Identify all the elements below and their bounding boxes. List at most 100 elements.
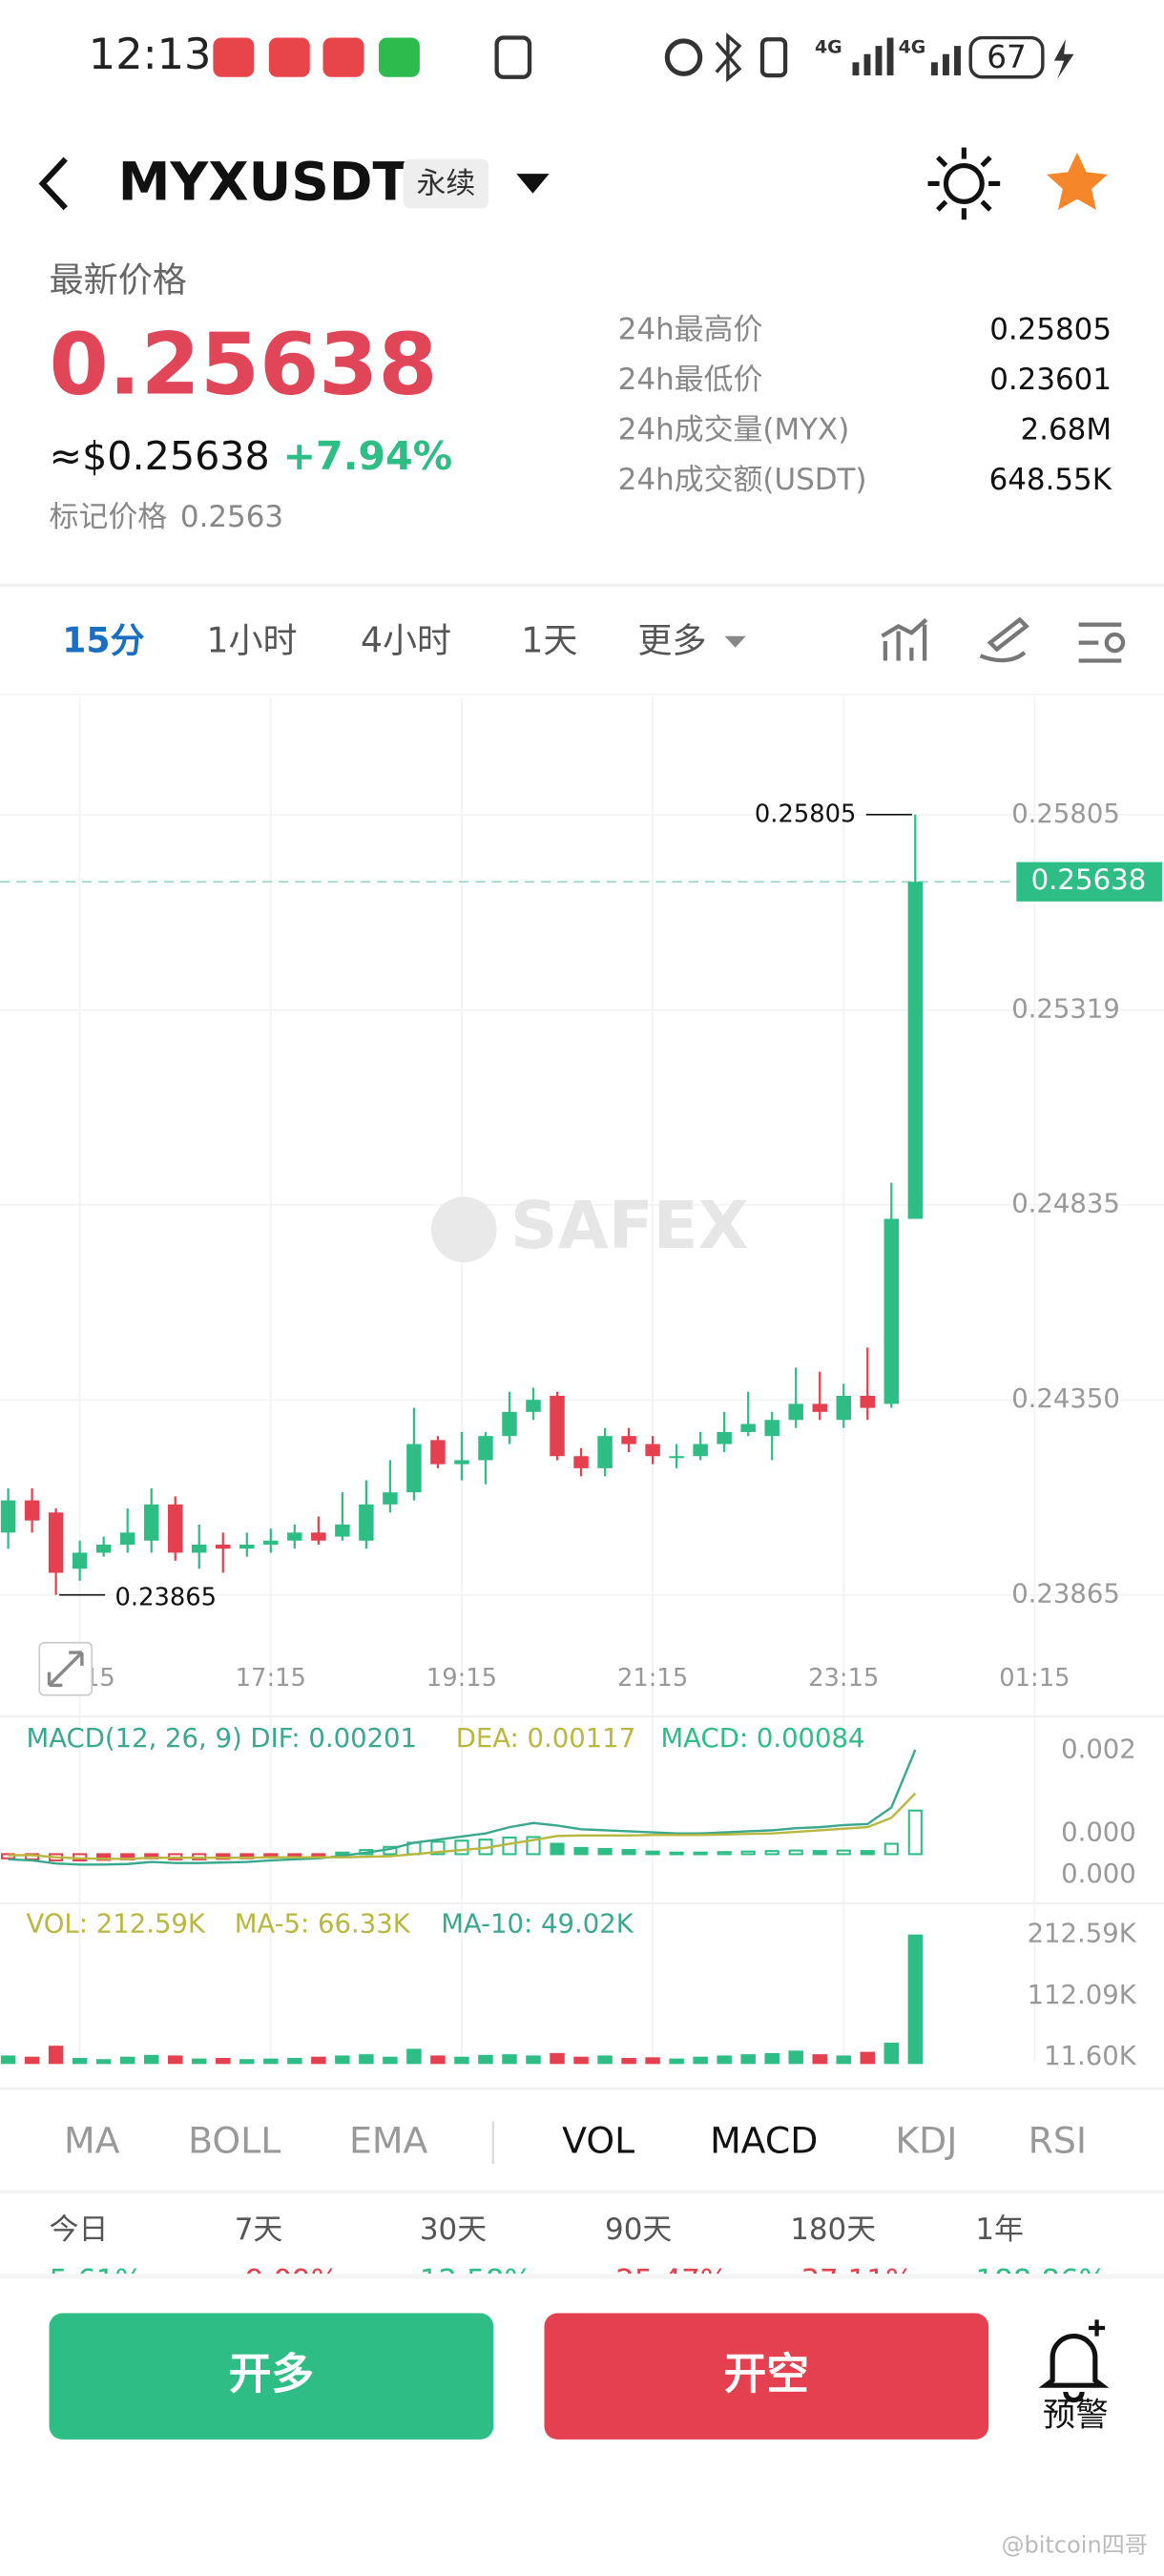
battery-level: 67 — [987, 39, 1027, 75]
stat-label: 24h最低价 — [618, 363, 763, 397]
volume-bar — [216, 2057, 231, 2065]
mark-value: 0.2563 — [180, 499, 283, 533]
volume-bar — [502, 2054, 517, 2065]
period-label: 30天 — [420, 2212, 487, 2247]
candle-body — [119, 1532, 135, 1545]
candle-body — [907, 882, 924, 1219]
indicator-tab[interactable]: MACD — [710, 2119, 818, 2161]
candle-body — [167, 1504, 183, 1553]
y-tick-label: 0.24835 — [1011, 1189, 1120, 1219]
favorite-star[interactable] — [1046, 152, 1108, 210]
expand-icon — [47, 1651, 84, 1688]
performance: 今日 5.61% 7天 -9.09% 30天 12.58% 90天 -25.47% 180天 -3… — [50, 2212, 1107, 2297]
interval-tab[interactable]: 4小时 — [361, 621, 451, 661]
macd-bar — [788, 1849, 803, 1856]
period-value: 188.86% — [975, 2263, 1107, 2297]
net-label: 4G — [815, 36, 842, 57]
macd-bar — [740, 1850, 756, 1856]
divider — [0, 583, 1164, 588]
volume-bar — [812, 2054, 827, 2065]
macd-bar — [621, 1849, 636, 1856]
short-button[interactable] — [544, 2313, 989, 2440]
volume-bar — [526, 2055, 541, 2065]
stat-value: 648.55K — [989, 463, 1112, 497]
y-tick-label: 212.59K — [1028, 1919, 1137, 1949]
indicator-tab[interactable]: KDJ — [895, 2119, 957, 2161]
volume-bar — [478, 2054, 493, 2065]
indicator-tab[interactable]: VOL — [562, 2119, 634, 2161]
divider — [0, 693, 1164, 696]
candle-body — [573, 1456, 589, 1468]
candle-body — [526, 1400, 541, 1412]
volume-bar — [573, 2056, 589, 2065]
x-tick-label: 23:15 — [808, 1664, 879, 1693]
theme-toggle[interactable] — [927, 147, 1001, 220]
candle-body — [359, 1504, 374, 1541]
vol-legend: MA-5: 66.33K — [235, 1908, 411, 1939]
candle-body — [216, 1544, 231, 1549]
indicator-tab[interactable]: RSI — [1029, 2119, 1087, 2161]
low-marker: 0.23865 — [114, 1584, 217, 1612]
vol-legend: MA-10: 49.02K — [441, 1908, 634, 1939]
macd-legend: MACD: 0.00084 — [660, 1723, 864, 1754]
draw-tool[interactable] — [979, 616, 1029, 663]
period-value: 12.58% — [420, 2263, 532, 2297]
divider — [0, 2274, 1164, 2279]
volume-bar — [359, 2054, 374, 2065]
candle-body — [263, 1540, 279, 1545]
stat-value: 2.68M — [1021, 412, 1112, 447]
volume-bar — [740, 2054, 756, 2065]
volume-bar — [645, 2057, 660, 2065]
volume-bar — [764, 2052, 779, 2065]
volume-bar — [693, 2056, 708, 2065]
y-tick-label: 0.24350 — [1011, 1383, 1120, 1414]
indicator-tab[interactable]: EMA — [349, 2119, 427, 2161]
volume-bar — [406, 2048, 422, 2065]
volume-bar — [788, 2050, 803, 2065]
stat-value: 0.23601 — [989, 363, 1112, 397]
volume-bar — [287, 2057, 302, 2065]
alert-button[interactable]: 预警 — [1038, 2319, 1110, 2434]
symbol-dropdown[interactable] — [516, 174, 550, 194]
indicator-tool[interactable] — [881, 617, 928, 661]
indicator-tab[interactable]: MA — [64, 2119, 120, 2161]
app-icon — [322, 37, 364, 77]
candle-body — [836, 1396, 851, 1421]
y-tick-label: 112.09K — [1028, 1980, 1137, 2010]
candle-body — [693, 1444, 708, 1457]
candle-body — [597, 1436, 613, 1468]
stat-label: 24h成交量(MYX) — [618, 412, 849, 447]
interval-tab[interactable]: 15分 — [62, 621, 144, 661]
interval-tab[interactable]: 1小时 — [207, 621, 298, 661]
macd-bar — [550, 1842, 565, 1856]
interval-tab[interactable]: 更多 — [637, 621, 706, 661]
long-button[interactable] — [49, 2313, 494, 2440]
x-tick-label: 17:15 — [236, 1664, 306, 1693]
macd-line — [8, 1749, 917, 1866]
indicator-tab[interactable]: BOLL — [188, 2119, 281, 2161]
macd-legend: MACD(12, 26, 9) DIF: 0.00201 — [26, 1723, 417, 1754]
interval-tab[interactable]: 1天 — [521, 621, 577, 661]
high-marker: 0.25805 — [755, 800, 857, 828]
macd-line — [8, 1792, 917, 1860]
x-tick-label: 21:15 — [617, 1664, 688, 1693]
macd-bar — [764, 1850, 779, 1856]
candle-body — [669, 1456, 684, 1459]
last-price: 0.25638 — [50, 316, 438, 415]
candle-body — [239, 1544, 255, 1549]
volume-bar — [311, 2056, 326, 2065]
last-price-label: 0.25638 — [1031, 863, 1147, 896]
separator — [491, 2121, 495, 2165]
badge-bg — [403, 158, 489, 209]
macd-bar — [287, 1853, 302, 1858]
candle-body — [311, 1532, 326, 1541]
divider — [0, 2190, 1164, 2194]
divider — [0, 2087, 1164, 2090]
settings-tool[interactable] — [1078, 622, 1126, 663]
y-tick-label: 0.000 — [1061, 1859, 1136, 1889]
mark-label: 标记价格 — [50, 499, 168, 533]
period-label: 7天 — [235, 2212, 283, 2247]
back-button[interactable] — [38, 156, 68, 211]
candle-body — [478, 1436, 493, 1461]
symbol[interactable]: MYXUSDT — [118, 151, 409, 212]
